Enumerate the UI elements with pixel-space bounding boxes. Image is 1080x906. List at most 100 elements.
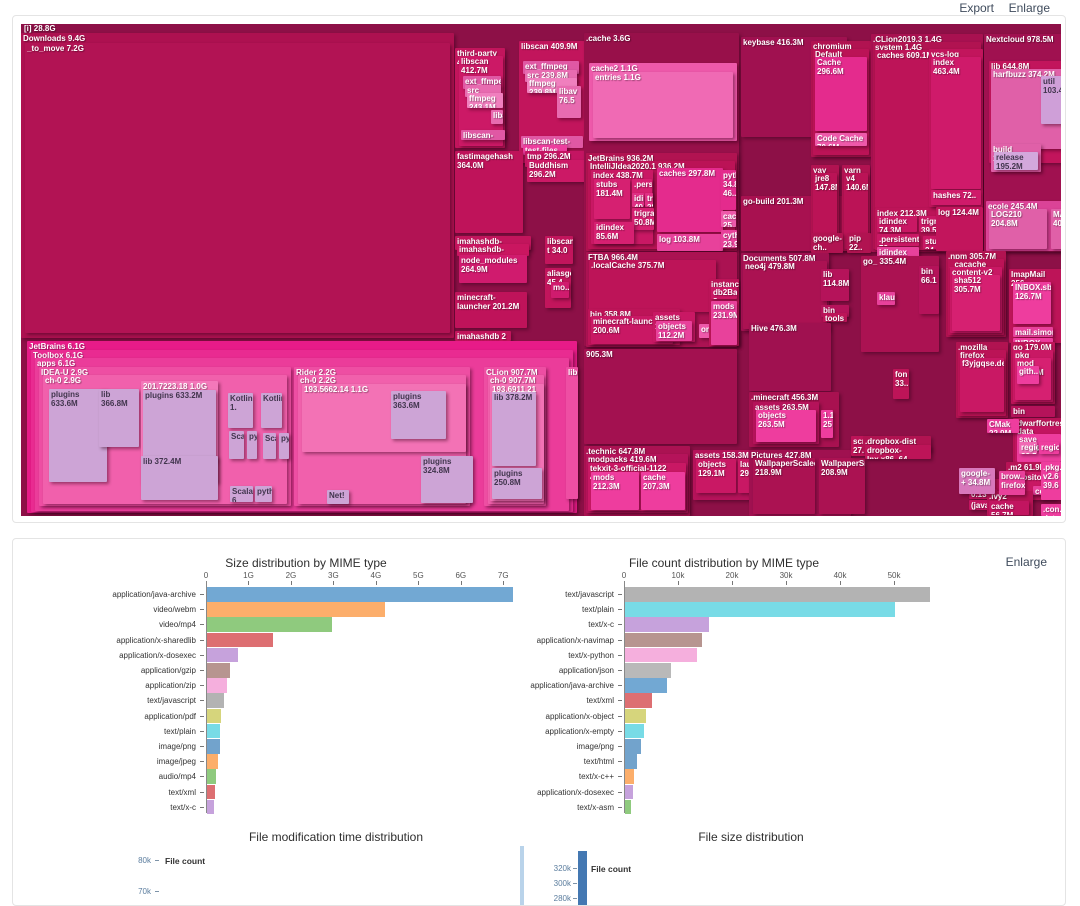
treemap-block[interactable]: pyth [255,486,272,502]
treemap-block[interactable]: WallpaperScaled 218.9M [753,458,815,514]
treemap-block[interactable]: objects 129.1M [696,459,736,493]
treemap-block[interactable]: fon 33.. [893,369,909,399]
treemap-block[interactable]: klau.. [877,292,895,305]
treemap-block[interactable]: fastimagehash 364.0M [455,151,523,233]
treemap-block[interactable]: cache 207.3M [641,472,685,510]
treemap-block[interactable]: idindex 85.6M [594,222,634,244]
treemap-block[interactable]: util 103.4 [1041,76,1061,124]
treemap-block[interactable]: lib 114.8M [821,269,849,301]
treemap-block[interactable]: tools [823,313,847,322]
bar [625,663,672,678]
disk-usage-treemap[interactable]: [i] 28.8G Downloads 9.4G _to_move 7.2G thi… [21,24,1061,516]
treemap-block[interactable]: hashes 72.. [931,190,981,205]
treemap-block[interactable]: pyth 34.8 46.. [721,170,736,210]
treemap-block[interactable]: libav 76.5 [557,86,581,118]
treemap-block[interactable]: CMak 22.9M [987,419,1019,433]
treemap-block[interactable]: release 195.2M [994,152,1038,170]
treemap-block[interactable]: sha512 305.7M [952,275,1000,331]
treemap-block[interactable]: dropbox-lnx.x86_64-72.4.136 194.4M [865,445,931,459]
treemap-block[interactable]: neo4j 479.8M [743,261,827,329]
treemap-block[interactable]: on [699,324,711,338]
treemap-block[interactable]: py [279,433,289,459]
treemap-block[interactable]: google-ch.. Default [811,233,843,253]
y-tick-mark [618,715,622,717]
treemap-block[interactable]: minecraft-launcher 201.2M [455,292,527,328]
treemap-block[interactable]: lib 372.4M [141,456,218,500]
treemap-block[interactable]: db2Bac3c-8.. [711,287,737,299]
treemap-block[interactable]: libav [491,110,503,124]
treemap-block[interactable]: Kotlin 1. [228,393,253,428]
treemap-block[interactable]: plugins 633.6M [49,389,107,482]
treemap-block[interactable]: entries 1.1G [593,72,733,138]
treemap-block[interactable]: ffmpeg 243.1M [467,93,503,108]
treemap-block[interactable]: stubs 181.4M [594,179,630,219]
treemap-block[interactable]: WallpaperSrc 208.9M [819,458,865,514]
treemap-block[interactable]: google-+ 34.8M [959,468,995,494]
treemap-block[interactable]: lib 378.2M [492,392,536,466]
treemap-block[interactable]: objects 112.2M [656,321,692,341]
treemap-block[interactable]: plugins 324.8M [421,456,473,503]
treemap-block[interactable]: imahashdb 2 [455,331,511,341]
treemap-block[interactable]: trigram 39.5M [919,216,937,232]
treemap-block[interactable]: trigram.i 50.8M [632,208,654,230]
treemap-block[interactable]: objects 263.5M [756,410,816,442]
treemap-block[interactable]: idinc 40.2 [632,193,644,207]
treemap-block[interactable]: plugins 633.2M [143,390,216,462]
treemap-block[interactable]: Buddhism 296.2M [527,160,585,182]
treemap-block[interactable]: idindex 74.3M [877,216,917,232]
treemap-block[interactable]: log 103.8M [657,234,723,251]
export-link[interactable]: Export [959,1,994,15]
treemap-block[interactable]: cache 56.7M [989,501,1029,515]
treemap-block[interactable]: .persistent 73.. [877,234,919,246]
treemap-block[interactable]: Kotlin [261,393,282,428]
treemap-block[interactable]: libscan-t 34.0 [545,236,573,264]
treemap-block[interactable]: lau 29 [738,459,750,493]
treemap-block[interactable]: lib 366.8M [99,389,139,447]
treemap-block[interactable]: brow.. firefox [999,471,1025,495]
treemap-block[interactable]: 1.1 25 [821,410,833,438]
treemap-block[interactable]: Code Cache 70.6M [815,133,867,146]
treemap-block[interactable]: plugins 250.8M [492,468,542,499]
enlarge-link[interactable]: Enlarge [1008,1,1050,15]
treemap-block[interactable]: Sca [263,433,276,459]
treemap-block[interactable]: Hive 476.3M [749,323,831,391]
treemap-block[interactable]: libscan-test-file [461,130,505,140]
treemap-block[interactable]: node_modules 264.9M [459,255,527,283]
treemap-block[interactable]: lib [566,367,578,499]
treemap-block[interactable]: f3yjgqse.defau [960,358,1004,412]
treemap-block[interactable]: mail.simon98.. [1013,327,1053,337]
treemap-block[interactable]: py [247,431,257,459]
treemap-block[interactable]: .con.. data [1041,504,1061,516]
treemap-block[interactable]: Scala 6 [230,486,253,502]
treemap-block[interactable]: .localCache 375.7M [589,260,716,312]
treemap-block[interactable]: _to_move 7.2G [25,43,450,333]
treemap-block[interactable]: regio 33.5 [1019,442,1037,454]
treemap-block[interactable]: mods 212.3M [591,472,639,510]
treemap-block[interactable]: idindex trigr [877,247,919,257]
treemap-block[interactable]: caches 297.8M [657,168,723,232]
treemap-block[interactable]: plugins 363.6M [391,391,446,439]
treemap-block[interactable]: 905.3M [584,349,737,444]
treemap-block[interactable]: cytho 23.9 [721,230,737,248]
treemap-block[interactable]: Scal [229,431,244,459]
treemap-block[interactable]: Cache 296.6M [815,57,867,131]
treemap-block[interactable]: INBOX.sbc 126.7M [1013,282,1051,324]
treemap-block[interactable]: mods 231.9M [711,301,737,345]
treemap-block[interactable]: bin [1011,406,1055,417]
treemap-block[interactable]: bin 66.1 [919,266,939,314]
treemap-block[interactable]: LOG210 204.8M [989,209,1047,249]
treemap-block[interactable]: region2 [1039,442,1059,454]
treemap-block[interactable]: pip 22.. wheel [847,233,871,253]
treemap-block[interactable]: .pkg.. v2.6 39.6 [1041,462,1061,500]
treemap-block[interactable]: index 463.4M [931,57,981,189]
treemap-block[interactable]: 0.13 66.. [969,489,997,499]
treemap-block[interactable]: Net! [327,490,349,504]
treemap-block[interactable]: gith.. [1017,366,1039,384]
treemap-block[interactable]: cach 25.. [721,211,736,227]
treemap-block[interactable]: mo.. [551,282,569,298]
treemap-block[interactable]: trig 28 [645,193,653,207]
treemap-block[interactable]: log 124.4M [936,207,983,251]
treemap-block[interactable]: MAT 40.. [1051,209,1061,249]
charts-enlarge-link[interactable]: Enlarge [1005,555,1047,569]
treemap-block[interactable]: test-files [523,145,567,155]
